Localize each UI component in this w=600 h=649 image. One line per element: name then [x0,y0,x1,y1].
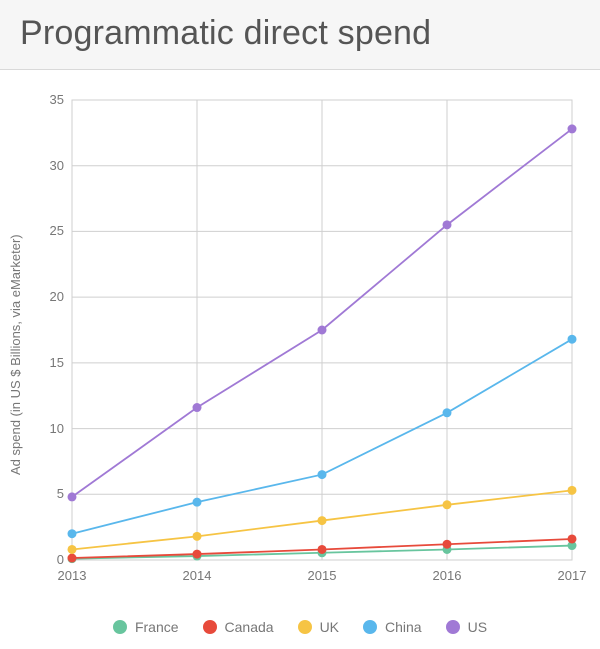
chart-svg [0,70,600,590]
series-marker [318,470,327,479]
y-tick-label: 35 [34,92,64,107]
series-marker [193,550,202,559]
series-marker [193,403,202,412]
y-tick-label: 30 [34,158,64,173]
legend-label: US [468,619,487,635]
series-marker [568,486,577,495]
series-marker [443,408,452,417]
y-tick-label: 15 [34,355,64,370]
legend: France Canada UK China US [0,619,600,635]
legend-label: France [135,619,179,635]
legend-item: France [113,619,179,635]
y-tick-label: 10 [34,421,64,436]
legend-dot [446,620,460,634]
legend-dot [203,620,217,634]
x-tick-label: 2013 [52,568,92,583]
series-marker [443,220,452,229]
series-marker [443,500,452,509]
x-tick-label: 2017 [552,568,592,583]
series-marker [318,326,327,335]
legend-item: UK [298,619,339,635]
y-tick-label: 5 [34,486,64,501]
x-tick-label: 2016 [427,568,467,583]
series-marker [68,492,77,501]
series-marker [68,529,77,538]
legend-dot [113,620,127,634]
series-marker [193,498,202,507]
legend-item: China [363,619,422,635]
series-marker [568,124,577,133]
chart-header: Programmatic direct spend [0,0,600,70]
y-tick-label: 0 [34,552,64,567]
series-marker [68,545,77,554]
legend-item: Canada [203,619,274,635]
chart-area: Ad spend (in US $ Billions, via eMarkete… [0,70,600,630]
legend-dot [298,620,312,634]
x-tick-label: 2014 [177,568,217,583]
page-root: Programmatic direct spend Ad spend (in U… [0,0,600,649]
series-marker [443,540,452,549]
legend-item: US [446,619,487,635]
x-tick-label: 2015 [302,568,342,583]
legend-label: UK [320,619,339,635]
chart-title: Programmatic direct spend [20,14,580,53]
y-tick-label: 20 [34,289,64,304]
series-marker [68,554,77,563]
series-marker [568,335,577,344]
series-marker [318,516,327,525]
series-marker [318,545,327,554]
series-marker [193,532,202,541]
legend-dot [363,620,377,634]
legend-label: Canada [225,619,274,635]
series-marker [568,534,577,543]
legend-label: China [385,619,422,635]
y-tick-label: 25 [34,223,64,238]
